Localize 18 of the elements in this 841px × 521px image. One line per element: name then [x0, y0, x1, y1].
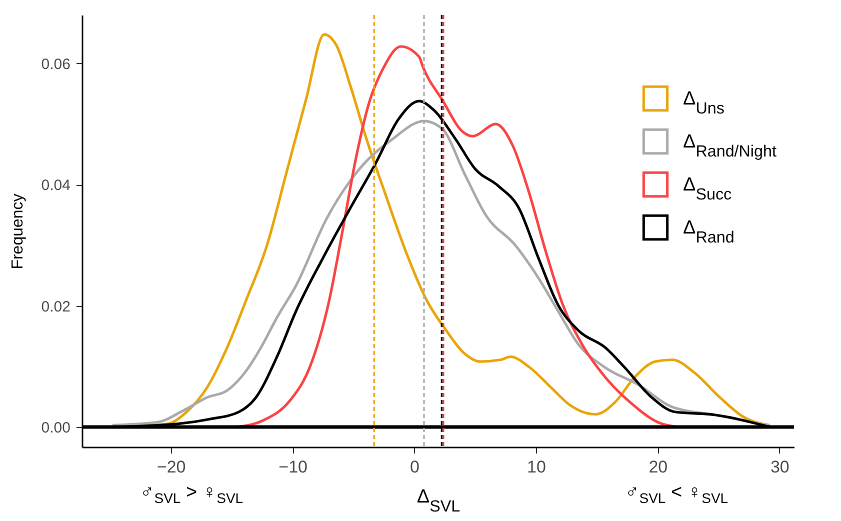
- x-tick-label: 0: [410, 458, 420, 476]
- x-axis-title: Δ$_{SVL}$: [416, 486, 460, 516]
- y-tick-label: 0.00: [41, 420, 70, 437]
- legend-label: Δ$_{Rand/Night}$: [683, 132, 777, 160]
- x-tick-label: 10: [527, 458, 546, 476]
- legend-label: Δ$_{Succ}$: [683, 174, 732, 204]
- x-tick-label: −20: [156, 458, 186, 476]
- y-tick-label: 0.06: [41, 56, 70, 73]
- y-tick-label: 0.02: [41, 298, 70, 316]
- x-tick-label: −10: [278, 458, 308, 476]
- x-tick-label: 20: [648, 458, 668, 476]
- text: ♂$_{SVL}$ < ♀$_{SVL}$: [625, 482, 728, 506]
- legend-label: Δ$_{Uns}$: [683, 88, 724, 118]
- text: ♂$_{SVL}$ > ♀$_{SVL}$: [140, 482, 244, 506]
- legend-label: Δ$_{Rand}$: [683, 218, 734, 246]
- y-axis-title: Frequency: [9, 194, 26, 270]
- x-tick-label: 30: [770, 458, 790, 476]
- y-tick-label: 0.04: [41, 177, 70, 194]
